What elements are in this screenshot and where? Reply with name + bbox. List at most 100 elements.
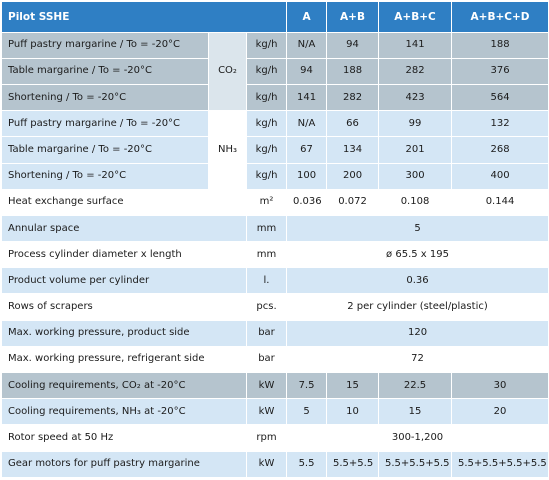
row-label: Cooling requirements, NH₃ at -20°C: [1, 398, 247, 426]
cell-value: 15: [378, 398, 453, 426]
cell-value: 67: [286, 136, 328, 164]
co2-group-label: CO₂: [208, 31, 247, 112]
table-title: Pilot SSHE: [0, 1, 288, 33]
cell-value: 120: [286, 319, 549, 347]
row-label: Process cylinder diameter x length: [1, 241, 247, 269]
row-unit: mm: [245, 241, 288, 269]
cell-value: 0.36: [286, 267, 549, 295]
table-row: Annular space mm 5: [1, 214, 549, 243]
table-row: Rotor speed at 50 Hz rpm 300-1,200: [1, 424, 549, 452]
cell-value: N/A: [286, 31, 328, 59]
row-unit: l.: [245, 267, 288, 295]
row-unit: kW: [245, 398, 288, 426]
row-label: Puff pastry margarine / To = -20°C: [1, 31, 209, 59]
cell-value: 376: [451, 57, 549, 85]
row-label: Shortening / To = -20°C: [1, 83, 209, 112]
cell-value: 0.036: [286, 188, 328, 216]
table-row: Gear motors for puff pastry margarine kW…: [1, 450, 549, 479]
row-unit: kg/h: [245, 110, 288, 138]
cell-value: 423: [378, 83, 453, 112]
table-row: Heat exchange surface m² 0.036 0.072 0.1…: [1, 188, 549, 216]
cell-value: 300: [378, 162, 453, 190]
table-row: Cooling requirements, CO₂ at -20°C kW 7.…: [1, 372, 549, 400]
col-header-a: A: [286, 1, 328, 33]
table-row: Max. working pressure, product side bar …: [1, 319, 549, 347]
cell-value: 200: [326, 162, 380, 190]
cell-value: 0.072: [326, 188, 380, 216]
row-label: Rotor speed at 50 Hz: [1, 424, 247, 452]
cell-value: 5.5+5.5+5.5: [378, 450, 453, 479]
row-unit: rpm: [245, 424, 288, 452]
cell-value: 94: [326, 31, 380, 59]
cell-value: 188: [451, 31, 549, 59]
table-row: Max. working pressure, refrigerant side …: [1, 345, 549, 374]
table-row: Shortening / To = -20°C kg/h 100 200 300…: [1, 162, 549, 190]
col-header-ab: A+B: [326, 1, 380, 33]
row-label: Table margarine / To = -20°C: [1, 57, 209, 85]
cell-value: 400: [451, 162, 549, 190]
cell-value: 5: [286, 214, 549, 243]
cell-value: 66: [326, 110, 380, 138]
cell-value: 132: [451, 110, 549, 138]
row-label: Gear motors for puff pastry margarine: [1, 450, 247, 479]
cell-value: 282: [326, 83, 380, 112]
row-unit: kg/h: [245, 162, 288, 190]
row-unit: kg/h: [245, 83, 288, 112]
table-row: Shortening / To = -20°C kg/h 141 282 423…: [1, 83, 549, 112]
row-unit: bar: [245, 319, 288, 347]
cell-value: 72: [286, 345, 549, 374]
cell-value: 15: [326, 372, 380, 400]
cell-value: ø 65.5 x 195: [286, 241, 549, 269]
table-header: Pilot SSHE A A+B A+B+C A+B+C+D: [0, 1, 549, 33]
row-label: Puff pastry margarine / To = -20°C: [1, 110, 209, 138]
cell-value: 5.5: [286, 450, 328, 479]
cell-value: 188: [326, 57, 380, 85]
row-label: Shortening / To = -20°C: [1, 162, 209, 190]
row-label: Cooling requirements, CO₂ at -20°C: [1, 372, 247, 400]
cell-value: 201: [378, 136, 453, 164]
cell-value: 282: [378, 57, 453, 85]
cell-value: 30: [451, 372, 549, 400]
row-unit: kW: [245, 450, 288, 479]
table-row: Table margarine / To = -20°C kg/h 94 188…: [1, 57, 549, 85]
cell-value: 94: [286, 57, 328, 85]
cell-value: 300-1,200: [286, 424, 549, 452]
cell-value: 564: [451, 83, 549, 112]
table-row: Product volume per cylinder l. 0.36: [1, 267, 549, 295]
cell-value: 134: [326, 136, 380, 164]
row-unit: bar: [245, 345, 288, 374]
nh3-group-label: NH₃: [208, 110, 247, 190]
row-label: Max. working pressure, refrigerant side: [1, 345, 247, 374]
cell-value: 141: [286, 83, 328, 112]
cell-value: 100: [286, 162, 328, 190]
table-row: Rows of scrapers pcs. 2 per cylinder (st…: [1, 293, 549, 321]
row-unit: mm: [245, 214, 288, 243]
row-unit: kg/h: [245, 31, 288, 59]
row-unit: pcs.: [245, 293, 288, 321]
table-row: Cooling requirements, NH₃ at -20°C kW 5 …: [1, 398, 549, 426]
cell-value: 0.108: [378, 188, 453, 216]
cell-value: 5.5+5.5: [326, 450, 380, 479]
row-unit: kW: [245, 372, 288, 400]
cell-value: 5: [286, 398, 328, 426]
row-label: Product volume per cylinder: [1, 267, 247, 295]
row-unit: kg/h: [245, 136, 288, 164]
cell-value: 268: [451, 136, 549, 164]
cell-value: 141: [378, 31, 453, 59]
cell-value: 2 per cylinder (steel/plastic): [286, 293, 549, 321]
row-label: Max. working pressure, product side: [1, 319, 247, 347]
cell-value: 5.5+5.5+5.5+5.5: [451, 450, 549, 479]
cell-value: 0.144: [451, 188, 549, 216]
cell-value: 22.5: [378, 372, 453, 400]
row-label: Heat exchange surface: [1, 188, 247, 216]
table-row: Puff pastry margarine / To = -20°C NH₃ k…: [1, 110, 549, 190]
row-label: Table margarine / To = -20°C: [1, 136, 209, 164]
cell-value: 7.5: [286, 372, 328, 400]
table-row: Table margarine / To = -20°C kg/h 67 134…: [1, 136, 549, 164]
table-row: Process cylinder diameter x length mm ø …: [1, 241, 549, 269]
cell-value: 20: [451, 398, 549, 426]
table-row: Puff pastry margarine / To = -20°C CO₂ k…: [1, 31, 549, 112]
cell-value: 99: [378, 110, 453, 138]
row-unit: kg/h: [245, 57, 288, 85]
